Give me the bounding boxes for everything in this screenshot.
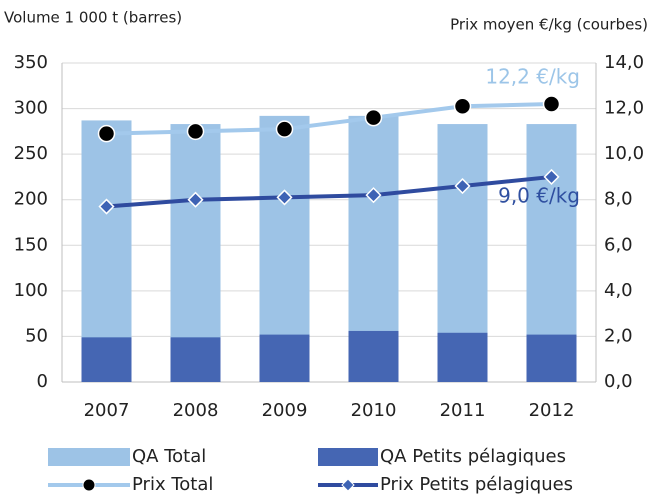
y2-tick-label: 8,0 bbox=[604, 189, 633, 210]
legend-marker bbox=[341, 478, 355, 492]
line-marker bbox=[275, 120, 294, 138]
line-marker bbox=[453, 97, 472, 116]
y-tick-label: 0 bbox=[37, 371, 48, 392]
bar bbox=[348, 330, 399, 382]
legend-label: QA Total bbox=[132, 446, 206, 467]
y2-axis-title: Prix moyen €/kg (courbes) bbox=[450, 16, 648, 34]
y2-tick-label: 2,0 bbox=[604, 325, 633, 346]
x-tick-label: 2009 bbox=[262, 400, 308, 421]
bar bbox=[81, 337, 132, 382]
y-tick-label: 50 bbox=[25, 325, 48, 346]
x-tick-label: 2010 bbox=[351, 400, 397, 421]
y2-tick-label: 6,0 bbox=[604, 234, 633, 255]
y-axis-title: Volume 1 000 t (barres) bbox=[4, 9, 182, 27]
legend-marker bbox=[82, 478, 96, 492]
line-marker bbox=[364, 108, 383, 127]
y-tick-label: 100 bbox=[14, 280, 48, 301]
annotation: 9,0 €/kg bbox=[498, 183, 580, 207]
legend-label: Prix Total bbox=[132, 474, 213, 495]
legend-label: Prix Petits pélagiques bbox=[380, 474, 573, 495]
y2-tick-label: 0,0 bbox=[604, 371, 633, 392]
line-marker bbox=[542, 95, 561, 113]
line bbox=[106, 102, 552, 136]
x-tick-label: 2011 bbox=[440, 400, 486, 421]
line-marker bbox=[365, 187, 382, 204]
y-tick-label: 150 bbox=[14, 234, 48, 255]
y2-tick-label: 10,0 bbox=[604, 143, 644, 164]
legend-swatch bbox=[318, 448, 378, 466]
annotation: 12,2 €/kg bbox=[485, 65, 580, 89]
line-marker bbox=[98, 198, 115, 215]
y-tick-label: 350 bbox=[14, 52, 48, 73]
y2-tick-label: 14,0 bbox=[604, 52, 644, 73]
x-tick-label: 2012 bbox=[529, 400, 575, 421]
line-marker bbox=[454, 177, 471, 195]
y2-tick-label: 4,0 bbox=[604, 280, 633, 301]
line bbox=[106, 174, 552, 209]
bar bbox=[437, 332, 488, 382]
x-tick-label: 2007 bbox=[84, 400, 130, 421]
line-marker bbox=[186, 122, 205, 141]
line-marker bbox=[97, 124, 116, 143]
y2-tick-label: 12,0 bbox=[604, 98, 644, 119]
bar bbox=[526, 334, 577, 382]
line-marker bbox=[276, 189, 293, 206]
line-marker bbox=[187, 191, 204, 208]
y-tick-label: 300 bbox=[14, 98, 48, 119]
legend-label: QA Petits pélagiques bbox=[380, 446, 566, 467]
y-tick-label: 250 bbox=[14, 143, 48, 164]
bar bbox=[170, 337, 221, 382]
legend-swatch bbox=[48, 448, 130, 466]
bar bbox=[259, 334, 310, 382]
x-tick-label: 2008 bbox=[173, 400, 219, 421]
y-tick-label: 200 bbox=[14, 189, 48, 210]
line-marker bbox=[543, 168, 560, 185]
